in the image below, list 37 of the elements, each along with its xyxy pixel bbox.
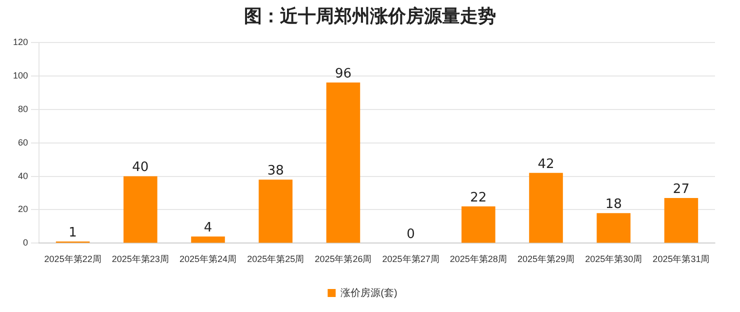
bar xyxy=(462,206,496,243)
bar xyxy=(191,236,225,243)
data-label: 4 xyxy=(204,220,212,236)
bar xyxy=(664,198,698,243)
y-tick-label: 0 xyxy=(23,238,28,248)
x-tick-label: 2025年第24周 xyxy=(179,254,237,264)
bar xyxy=(258,180,293,243)
legend-label: 涨价房源(套) xyxy=(340,286,398,299)
y-tick-label: 60 xyxy=(18,137,28,148)
chart-title: 图：近十周郑州涨价房源量走势 xyxy=(243,5,497,29)
y-tick-label: 20 xyxy=(18,204,28,214)
x-tick-label: 2025年第30周 xyxy=(585,254,642,264)
data-label: 42 xyxy=(538,156,554,172)
bar xyxy=(596,213,630,243)
bar xyxy=(124,176,158,243)
data-label: 40 xyxy=(132,160,149,176)
x-tick-label: 2025年第29周 xyxy=(517,254,575,264)
y-tick-label: 120 xyxy=(12,36,28,47)
y-tick-label: 40 xyxy=(18,170,28,181)
data-label: 1 xyxy=(68,225,77,240)
x-tick-label: 2025年第23周 xyxy=(112,254,169,264)
x-tick-label: 2025年第22周 xyxy=(44,254,102,264)
bar xyxy=(529,172,563,243)
data-label: 0 xyxy=(406,227,415,242)
data-label: 18 xyxy=(605,196,622,212)
x-tick-label: 2025年第26周 xyxy=(314,254,372,264)
x-tick-label: 2025年第25周 xyxy=(247,254,304,264)
data-label: 96 xyxy=(334,66,352,82)
x-tick-label: 2025年第31周 xyxy=(652,254,710,264)
data-label: 27 xyxy=(672,182,690,197)
data-label: 22 xyxy=(470,190,487,206)
y-tick-label: 100 xyxy=(12,70,28,80)
x-tick-label: 2025年第28周 xyxy=(450,254,507,264)
data-label: 38 xyxy=(267,163,284,178)
y-tick-label: 80 xyxy=(18,104,28,114)
bar xyxy=(326,82,360,243)
x-tick-label: 2025年第27周 xyxy=(382,254,440,264)
